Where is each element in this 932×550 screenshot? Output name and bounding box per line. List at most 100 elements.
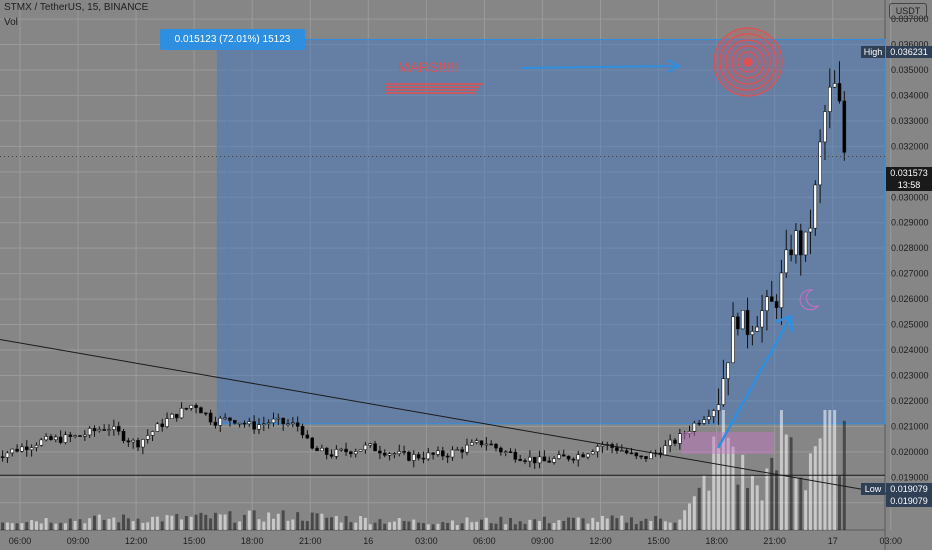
volume-bar — [15, 523, 19, 530]
volume-bar — [426, 524, 430, 530]
candle-body — [179, 407, 184, 419]
candle-body — [349, 451, 353, 455]
candle-body — [542, 456, 547, 462]
volume-bar — [600, 515, 604, 530]
volume-bar — [276, 513, 280, 530]
volume-bar — [359, 516, 363, 530]
volume-bar — [629, 517, 633, 530]
volume-bar — [586, 523, 590, 530]
candle-body — [557, 454, 561, 459]
volume-bar — [620, 515, 624, 530]
volume-bar — [330, 517, 334, 530]
candle-body — [678, 433, 682, 444]
time-tick-label: 17 — [828, 536, 838, 546]
candle-body — [668, 439, 672, 446]
volume-bar — [281, 510, 285, 530]
volume-bar — [615, 518, 619, 530]
candle-body — [823, 111, 827, 143]
volume-bar — [678, 519, 682, 530]
volume-bar — [252, 510, 256, 530]
candle-body — [131, 439, 135, 443]
annotation-drawings[interactable]: MARS!!!!! — [386, 27, 820, 454]
measure-range[interactable] — [216, 38, 886, 425]
candle-body — [20, 446, 24, 452]
volume-bar — [697, 487, 701, 530]
volume-bar — [194, 514, 198, 530]
volume-bar — [431, 524, 435, 530]
drawing-lines[interactable] — [0, 156, 911, 499]
volume-bar — [610, 515, 614, 530]
price-axis[interactable]: 0.037000 0.036000 0.035000 0.034000 0.033000… — [891, 14, 929, 508]
mars-annotation[interactable]: MARS!!!!! — [398, 59, 458, 75]
volume-bar — [770, 457, 774, 530]
volume-bar — [741, 454, 745, 530]
candle-body — [813, 184, 818, 229]
volume-bar — [804, 490, 808, 530]
candle-body — [126, 440, 131, 443]
candle-body — [68, 434, 73, 437]
volume-bar — [571, 517, 575, 530]
candle-body — [518, 459, 522, 461]
time-tick-label: 06:00 — [9, 536, 32, 546]
candle-body — [436, 450, 440, 455]
candle-body — [581, 454, 585, 458]
candle-body — [774, 301, 779, 308]
candle-body — [0, 456, 5, 458]
volume-bar — [34, 521, 38, 530]
candle-body — [378, 450, 382, 454]
volume-bar — [339, 522, 343, 530]
volume-bar — [702, 475, 706, 530]
price-tick-label: 0.035000 — [891, 65, 929, 75]
candle-body — [281, 417, 285, 425]
candle-body — [15, 448, 19, 452]
volume-bar — [92, 515, 96, 530]
volume-bar — [673, 522, 677, 530]
volume-bar — [567, 517, 571, 530]
volume-bar — [523, 523, 527, 530]
blue-arrow-right — [521, 59, 682, 73]
candle-body — [97, 429, 102, 432]
candle-body — [339, 448, 344, 451]
volume-bar — [238, 521, 242, 530]
candle-body — [455, 449, 460, 451]
candle-body — [155, 423, 160, 432]
price-tick-label: 0.023000 — [891, 370, 929, 380]
candle-body — [692, 422, 697, 432]
candle-body — [353, 451, 358, 455]
currency-button[interactable]: USDT — [889, 3, 927, 19]
volume-bar — [721, 410, 725, 530]
candle-body — [561, 454, 566, 457]
candle-body — [808, 227, 813, 233]
candle-body — [266, 422, 271, 425]
time-axis[interactable]: 06:00 09:00 12:00 15:00 18:00 21:00 16 03:00 06:… — [9, 536, 902, 546]
time-tick-label: 12:00 — [589, 536, 612, 546]
candle-body — [571, 458, 576, 461]
last-price-tag: 0.031573 — [886, 167, 932, 179]
volume-bar — [707, 490, 711, 530]
candle-body — [184, 407, 189, 410]
candle-body — [382, 452, 387, 456]
candle-body — [644, 456, 648, 460]
low-price-tag-2: 0.019079 — [886, 495, 932, 507]
candle-body — [736, 316, 740, 330]
candle-body — [276, 417, 281, 420]
volume-bar — [688, 503, 692, 530]
candle-body — [755, 326, 760, 332]
candle-body — [39, 439, 44, 446]
candle-body — [624, 450, 629, 454]
volume-bar — [10, 523, 14, 530]
volume-bar — [97, 514, 101, 530]
volume-bar — [54, 523, 58, 530]
volume-bar — [784, 434, 788, 530]
measure-label: 0.015123 (72.01%) 15123 — [160, 29, 305, 50]
volume-bar — [668, 522, 672, 530]
price-tick-label: 0.022000 — [891, 396, 929, 406]
candle-body — [208, 412, 213, 423]
candle-body — [252, 421, 256, 430]
candle-body — [707, 416, 711, 420]
volume-bar — [683, 510, 687, 530]
candle-body — [702, 419, 706, 424]
candle-body — [58, 436, 63, 443]
